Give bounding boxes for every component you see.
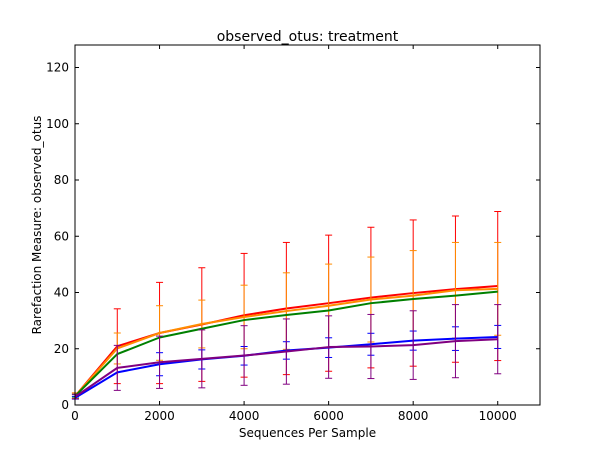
- x-tick-label: 4000: [229, 409, 260, 423]
- axis-ticks: [74, 45, 540, 406]
- plot-frame: [74, 44, 541, 406]
- y-axis-label: Rarefaction Measure: observed_otus: [30, 116, 44, 335]
- y-tick-label: 40: [54, 286, 69, 300]
- y-tick-label: 60: [54, 229, 69, 243]
- y-tick-label: 100: [46, 117, 69, 131]
- y-tick-label: 80: [54, 173, 69, 187]
- x-tick-label: 6000: [313, 409, 344, 423]
- series-layer: [71, 211, 502, 400]
- series-line-orange: [74, 287, 498, 397]
- x-tick-label: 0: [71, 409, 79, 423]
- series-line-green: [74, 290, 498, 397]
- x-tick-label: 2000: [144, 409, 175, 423]
- x-axis-label: Sequences Per Sample: [239, 426, 376, 440]
- y-tick-label: 120: [46, 61, 69, 75]
- x-tick-label: 10000: [479, 409, 517, 423]
- series-line-purple: [74, 338, 498, 398]
- x-tick-label: 8000: [398, 409, 429, 423]
- y-tick-label: 20: [54, 342, 69, 356]
- series-green: [71, 290, 498, 398]
- chart-title: observed_otus: treatment: [217, 29, 399, 45]
- y-tick-label: 0: [61, 398, 69, 412]
- series-purple: [71, 304, 502, 400]
- tick-labels: 0 2000 4000 6000 8000 10000 0 20 40 60 80 100 120: [46, 61, 517, 424]
